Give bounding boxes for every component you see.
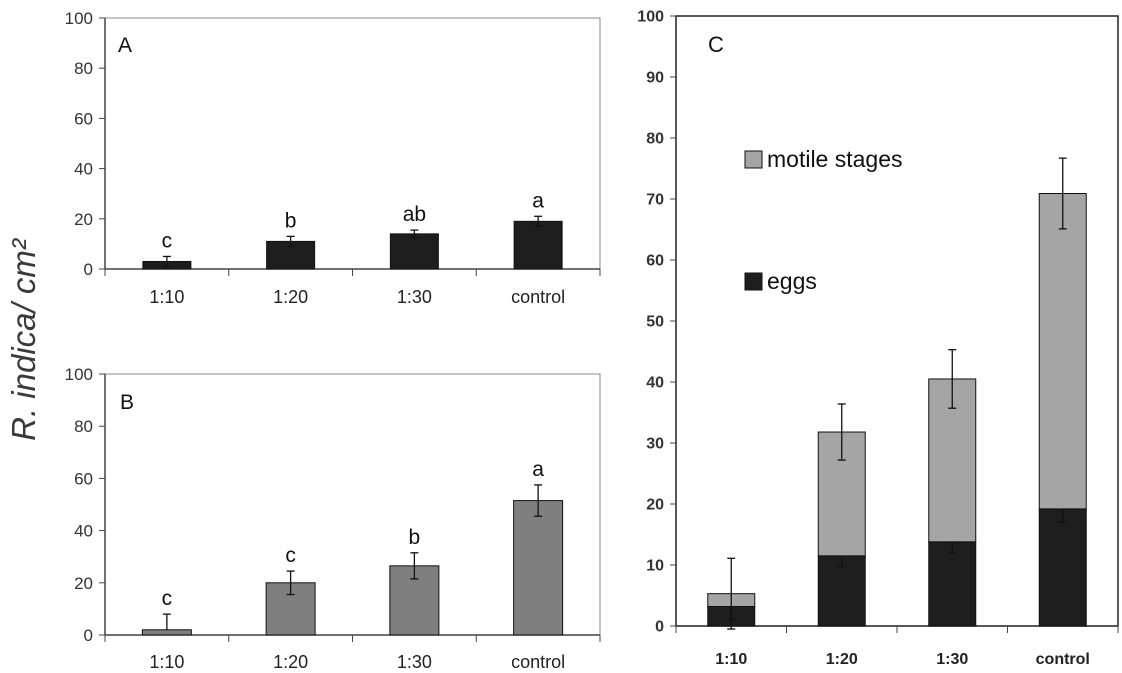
y-tick-label: 40 <box>646 375 664 392</box>
y-tick-label: 50 <box>646 314 664 331</box>
y-tick-label: 0 <box>655 619 664 636</box>
y-tick-label: 40 <box>74 522 93 541</box>
x-tick-label: control <box>1036 651 1090 668</box>
bar <box>389 233 439 270</box>
y-tick-label: 100 <box>65 365 93 384</box>
panel-label: B <box>120 391 134 414</box>
x-tick-label: 1:20 <box>826 651 858 668</box>
significance-letter: a <box>532 189 544 212</box>
legend-label-motile-stages: motile stages <box>767 146 903 172</box>
y-tick-label: 20 <box>646 497 664 514</box>
y-tick-label: 40 <box>74 160 93 179</box>
y-tick-label: 60 <box>646 253 664 270</box>
panel-label: C <box>708 32 724 57</box>
y-tick-label: 60 <box>74 109 93 128</box>
bar-eggs <box>1038 508 1087 627</box>
legend: motile stages eggs <box>744 146 903 294</box>
bar <box>513 220 563 270</box>
y-tick-label: 20 <box>74 210 93 229</box>
bar-eggs <box>928 541 977 627</box>
legend-swatch-motile-stages <box>744 150 763 169</box>
legend-label-eggs: eggs <box>767 268 817 294</box>
y-tick-label: 100 <box>65 9 93 28</box>
significance-letter: b <box>285 209 297 232</box>
significance-letter: c <box>162 587 173 610</box>
x-tick-label: control <box>511 652 565 672</box>
y-tick-label: 20 <box>74 574 93 593</box>
y-tick-label: 100 <box>637 9 664 26</box>
significance-letter: a <box>532 458 544 481</box>
y-tick-label: 70 <box>646 192 664 209</box>
x-tick-label: control <box>511 287 565 307</box>
significance-letter: c <box>162 229 173 252</box>
bar-eggs <box>817 555 866 627</box>
x-tick-label: 1:20 <box>273 287 308 307</box>
bar-motile-stages <box>1038 193 1087 510</box>
y-tick-label: 0 <box>84 626 93 645</box>
chart-panel-b: 0 20 40 60 80 100 1:10 1:20 1:30 control c c b a B <box>65 365 601 672</box>
legend-swatch-eggs <box>744 272 763 291</box>
significance-letter: b <box>409 526 421 549</box>
significance-letter: ab <box>403 203 426 226</box>
y-tick-label: 10 <box>646 558 664 575</box>
x-tick-label: 1:20 <box>273 652 308 672</box>
y-tick-label: 60 <box>74 469 93 488</box>
x-tick-label: 1:30 <box>936 651 968 668</box>
y-tick-label: 80 <box>74 59 93 78</box>
bar <box>513 500 564 636</box>
bar <box>141 629 192 636</box>
chart-panel-c: 0 10 20 30 40 50 60 70 80 90 100 1:10 1:20 1:30 contro… <box>637 9 1119 668</box>
x-tick-label: 1:10 <box>149 652 184 672</box>
x-tick-label: 1:10 <box>149 287 184 307</box>
x-tick-label: 1:30 <box>397 287 432 307</box>
y-tick-label: 30 <box>646 436 664 453</box>
y-tick-label: 80 <box>646 131 664 148</box>
significance-letter: c <box>285 544 296 567</box>
y-tick-label: 90 <box>646 70 664 87</box>
shared-y-axis-label: R. indica/ cm² <box>5 238 42 441</box>
x-tick-label: 1:10 <box>715 651 747 668</box>
y-tick-label: 0 <box>84 260 93 279</box>
x-tick-label: 1:30 <box>397 652 432 672</box>
y-tick-label: 80 <box>74 417 93 436</box>
panel-label: A <box>118 34 132 57</box>
chart-panel-a: 0 20 40 60 80 100 1:10 1:20 1:30 control c b ab a A <box>65 9 601 307</box>
